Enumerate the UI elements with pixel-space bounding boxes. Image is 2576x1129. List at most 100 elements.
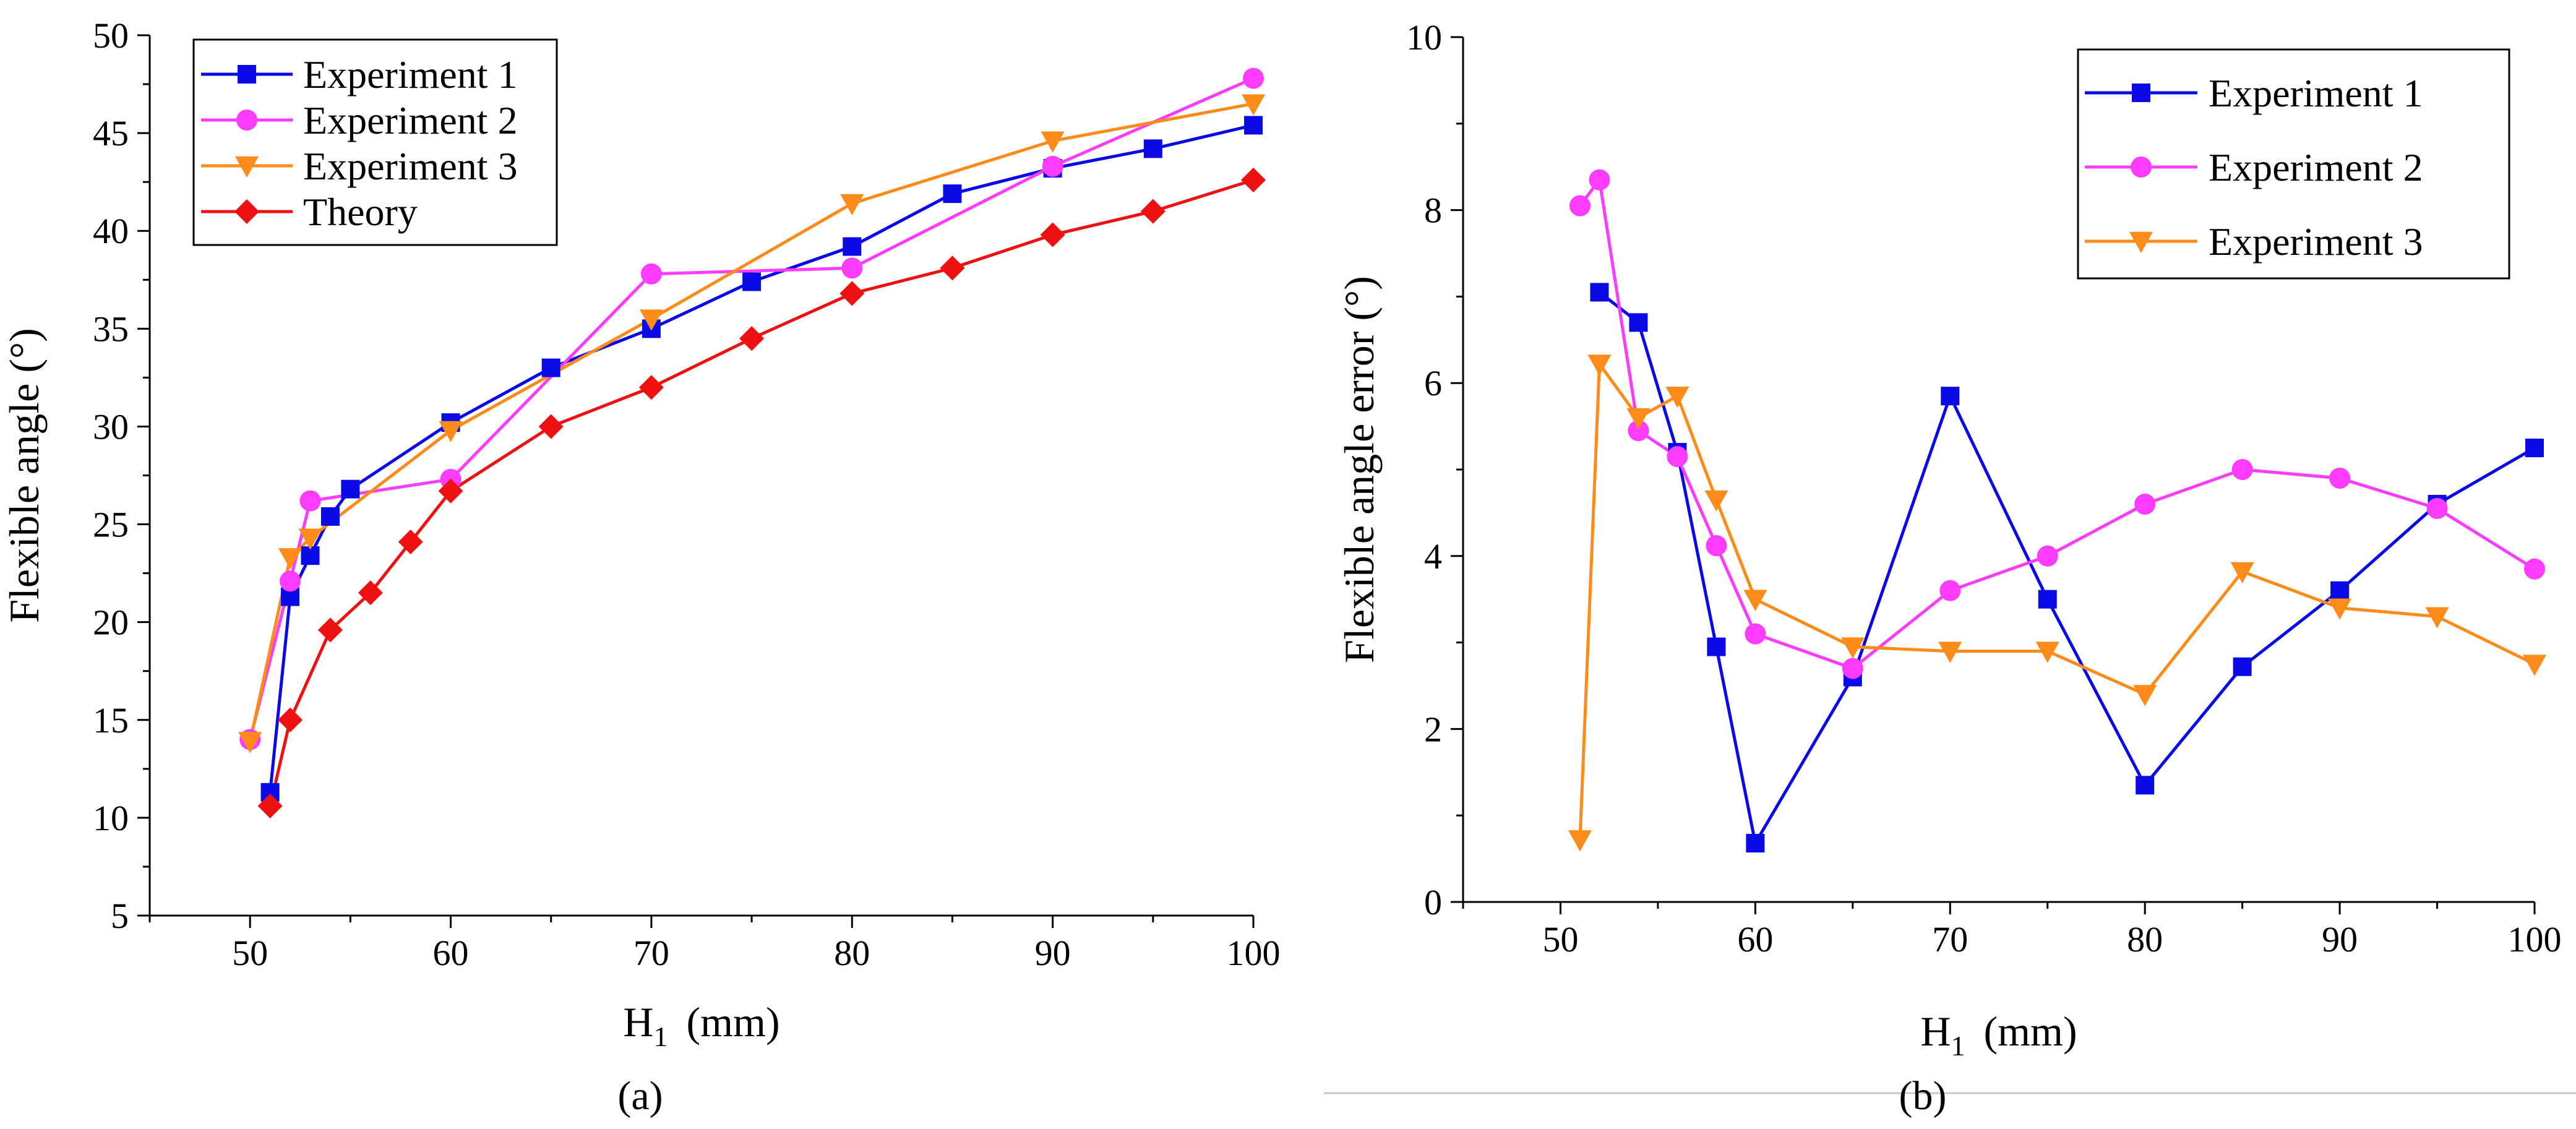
chart-1-series-experiment-3-point (2425, 607, 2449, 629)
chart-0-y-tick-label-5: 5 (111, 896, 129, 936)
chart-1-legend-marker-experiment-1 (2132, 84, 2150, 102)
chart-1-series-experiment-2-point (1842, 658, 1863, 679)
chart-0-legend-marker-theory (234, 199, 259, 224)
chart-1-x-tick-label-60: 60 (1737, 919, 1773, 959)
chart-1-series-experiment-3-point (1587, 354, 1612, 376)
chart-0-series-experiment-2-point (841, 257, 863, 279)
chart-0-series-experiment-1-point (943, 184, 962, 204)
chart-1-y-tick-label-2: 2 (1424, 709, 1442, 749)
chart-1-x-axis-title: H1 (mm) (1920, 1008, 2077, 1062)
chart-1-series-experiment-2-point (1569, 195, 1591, 217)
chart-0-series-theory-point (1241, 168, 1266, 193)
chart-0-series-experiment-3-point (1041, 131, 1065, 153)
chart-1-x-tick-label-50: 50 (1542, 919, 1578, 959)
chart-0-series-experiment-3-point (278, 548, 303, 570)
chart-1-series-experiment-3-point (2133, 685, 2157, 706)
chart-1-series-experiment-2-point (2231, 459, 2253, 480)
chart-0-series-experiment-1-point (341, 479, 360, 499)
chart-1-x-tick-label-70: 70 (1932, 919, 1968, 959)
chart-0-series-experiment-1-point (843, 237, 862, 256)
chart-1-series-experiment-1-point (1590, 283, 1609, 302)
chart-0-y-tick-label-35: 35 (93, 309, 129, 349)
chart-0-y-tick-label-10: 10 (93, 798, 129, 838)
chart-1-series-experiment-3-point (1665, 386, 1689, 408)
chart-1-series-experiment-3-point (1840, 637, 1865, 659)
chart-0-panel-label: (a) (617, 1073, 663, 1118)
chart-0-series-theory-point (538, 414, 564, 439)
chart-0-series-theory-point (1040, 222, 1065, 247)
chart-1-series-experiment-1-point (1941, 387, 1960, 406)
chart-0-x-tick-label-90: 90 (1035, 933, 1071, 973)
chart-0-series-experiment-1-point (320, 507, 340, 526)
chart-0-y-tick-label-50: 50 (93, 15, 129, 56)
chart-1-x-tick-label-90: 90 (2322, 919, 2358, 959)
chart-0-series-experiment-3-point (298, 528, 322, 550)
chart-0-legend-label-theory: Theory (303, 190, 418, 234)
chart-0-y-tick-label-20: 20 (93, 603, 129, 643)
chart-1-series-experiment-1-line (1598, 291, 2536, 848)
chart-0-legend-label-experiment-3: Experiment 3 (303, 144, 518, 188)
chart-0-series-theory-point (317, 617, 343, 643)
chart-0-y-tick-label-40: 40 (93, 211, 129, 251)
chart-1-series-experiment-2-point (1589, 169, 1610, 191)
chart-0-series-theory-point (358, 580, 383, 606)
chart-1-legend-marker-experiment-3 (2129, 231, 2153, 253)
chart-1-series-experiment-1-point (2233, 657, 2252, 676)
chart-0-series-experiment-3-point (238, 732, 262, 753)
chart-0-series-experiment-2-point (299, 490, 321, 512)
chart-1-series-experiment-2-point (2329, 467, 2351, 489)
chart-0-series-experiment-2-point (640, 263, 662, 285)
chart-0-series-experiment-1-point (1244, 116, 1263, 135)
chart-1-series-experiment-1-point (2038, 590, 2057, 609)
chart-1-series-experiment-2-point (1745, 623, 1766, 645)
chart-0-x-axis-title-sub: 1 (654, 1021, 668, 1052)
chart-0-x-tick-label-100: 100 (1227, 933, 1281, 973)
chart-0-series-theory-point (398, 530, 423, 555)
chart-1-legend-marker-experiment-2 (2131, 157, 2152, 178)
chart-0-x-axis-title-unit: (mm) (687, 998, 780, 1045)
chart-0-series-experiment-3-point (439, 421, 463, 442)
chart-0-series-theory-point (278, 707, 303, 732)
chart-1-series-experiment-3-line (1578, 359, 2536, 840)
chart-0-x-axis-title-main: H (623, 998, 653, 1045)
chart-1-y-tick-label-10: 10 (1406, 17, 1442, 58)
chart-0-y-tick-label-30: 30 (93, 406, 129, 447)
chart-0-series-theory-line (268, 178, 1254, 807)
chart-1-x-tick-label-80: 80 (2127, 919, 2163, 959)
chart-1-series-experiment-3-point (2230, 562, 2254, 583)
chart-1-legend-label-experiment-3: Experiment 3 (2209, 220, 2423, 264)
chart-1-series-experiment-2-point (1706, 535, 1727, 557)
chart-1-x-axis-title-main: H (1920, 1008, 1951, 1055)
chart-1-series-experiment-3-point (2035, 642, 2059, 663)
chart-0-series-theory-point (940, 255, 965, 281)
chart-0-legend-marker-experiment-2 (236, 109, 257, 131)
chart-0-legend-label-experiment-1: Experiment 1 (303, 53, 518, 97)
chart-0-x-tick-label-50: 50 (232, 933, 268, 973)
chart-0-series-experiment-3-point (639, 309, 663, 331)
chart-1-series-experiment-2-point (2037, 545, 2058, 567)
chart-0-legend-marker-experiment-3 (235, 156, 259, 178)
chart-1-series-experiment-3-point (1743, 590, 1767, 611)
chart-1-series-experiment-1-point (2525, 439, 2544, 458)
chart-0-legend-label-experiment-2: Experiment 2 (303, 98, 518, 142)
chart-1-series-experiment-2-point (1939, 580, 1961, 601)
chart-1-series-experiment-2-point (1628, 420, 1649, 442)
chart-1-legend-label-experiment-1: Experiment 1 (2209, 71, 2423, 115)
chart-1-x-axis-title-unit: (mm) (1984, 1008, 2077, 1055)
chart-0-series-experiment-2-point (1042, 155, 1063, 177)
chart-1-series-experiment-3-point (1938, 642, 1962, 663)
chart-1-y-tick-label-0: 0 (1424, 882, 1442, 922)
chart-1-series-experiment-1-point (2330, 581, 2350, 600)
chart-0-series-experiment-2-point (280, 570, 301, 592)
chart-0-series-experiment-2-point (1243, 67, 1264, 89)
chart-1-series-experiment-3-point (2328, 598, 2352, 620)
chart-1-series-experiment-2-point (1667, 446, 1688, 468)
chart-1-series-experiment-1-point (1707, 637, 1726, 656)
chart-0-legend-marker-experiment-1 (238, 65, 256, 84)
chart-0-series-experiment-1-point (541, 358, 560, 377)
chart-0-series-theory-point (257, 793, 283, 818)
chart-1-x-tick-label-100: 100 (2508, 919, 2562, 959)
chart-1-y-tick-label-8: 8 (1424, 191, 1442, 231)
chart-0-y-tick-label-45: 45 (93, 113, 129, 153)
